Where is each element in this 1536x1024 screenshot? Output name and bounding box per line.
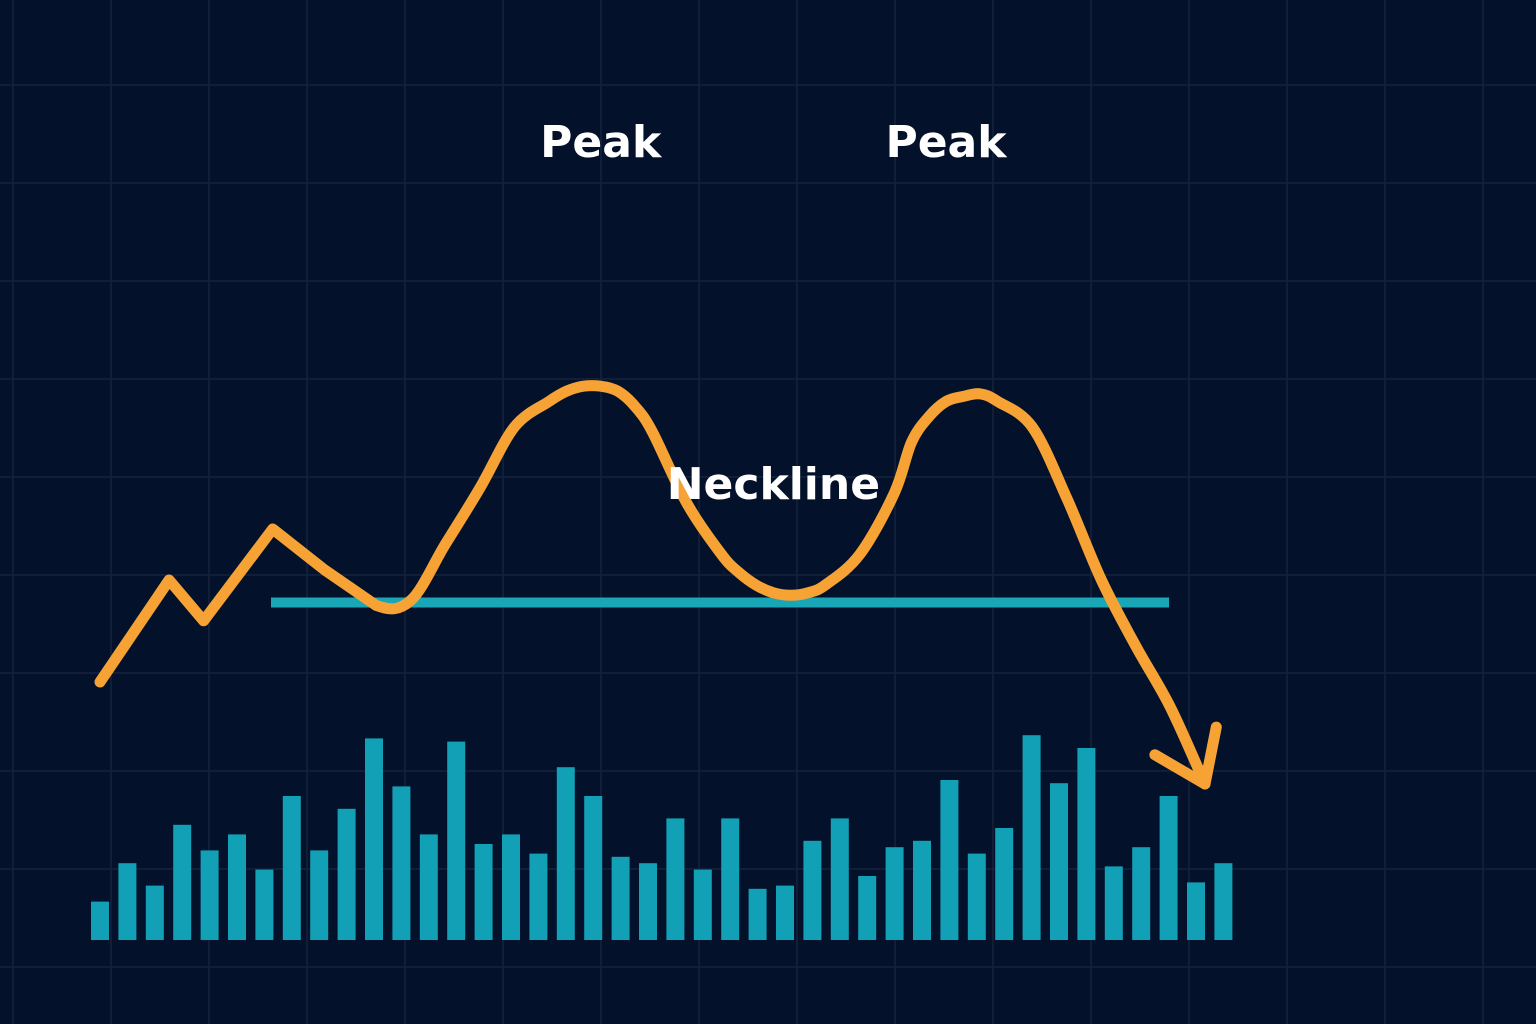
volume-bar xyxy=(145,885,164,940)
volume-bar xyxy=(282,796,301,940)
peak-label-left: Peak xyxy=(540,117,663,168)
volume-bar xyxy=(885,847,904,940)
price-arrow-head xyxy=(1149,721,1222,790)
volume-bar xyxy=(91,901,109,940)
volume-bars xyxy=(91,735,1233,940)
volume-bar xyxy=(1187,882,1205,940)
peak-label-right: Peak xyxy=(885,117,1008,168)
volume-bar xyxy=(967,853,986,940)
volume-bar xyxy=(776,885,794,940)
volume-bar xyxy=(611,856,630,940)
price-line xyxy=(94,380,1211,790)
volume-bar xyxy=(556,767,575,940)
volume-bar xyxy=(392,786,411,940)
volume-bar xyxy=(1022,735,1041,940)
volume-bar xyxy=(584,796,603,940)
volume-bar xyxy=(1132,847,1151,940)
volume-bar xyxy=(1077,748,1096,940)
volume-bar xyxy=(940,780,959,940)
volume-bar xyxy=(666,818,685,940)
volume-bar xyxy=(447,741,466,940)
neckline-label: Neckline xyxy=(667,459,880,510)
volume-bar xyxy=(913,840,931,940)
volume-bar xyxy=(748,888,767,940)
volume-bar xyxy=(1050,783,1068,940)
volume-bar xyxy=(173,824,192,940)
volume-bar xyxy=(310,850,329,940)
volume-bar xyxy=(803,840,822,940)
volume-bar xyxy=(830,818,849,940)
annotation-labels: Peak Peak Neckline xyxy=(540,117,1008,510)
volume-bar xyxy=(118,863,137,940)
volume-bar xyxy=(474,844,493,940)
volume-bar xyxy=(228,834,246,940)
volume-bar xyxy=(639,863,657,940)
volume-bar xyxy=(1159,796,1178,940)
price-layer xyxy=(94,380,1222,790)
volume-bar xyxy=(365,738,383,940)
volume-bar xyxy=(1104,866,1123,940)
volume-bar xyxy=(419,834,438,940)
volume-bar xyxy=(337,808,356,940)
volume-bar xyxy=(200,850,219,940)
volume-bar xyxy=(693,869,712,940)
volume-bar xyxy=(1214,863,1233,940)
volume-bar xyxy=(721,818,740,940)
volume-bar xyxy=(995,828,1014,940)
volume-bar xyxy=(858,876,877,940)
volume-bar xyxy=(255,869,274,940)
volume-bar xyxy=(529,853,548,940)
volume-bar xyxy=(502,834,520,940)
